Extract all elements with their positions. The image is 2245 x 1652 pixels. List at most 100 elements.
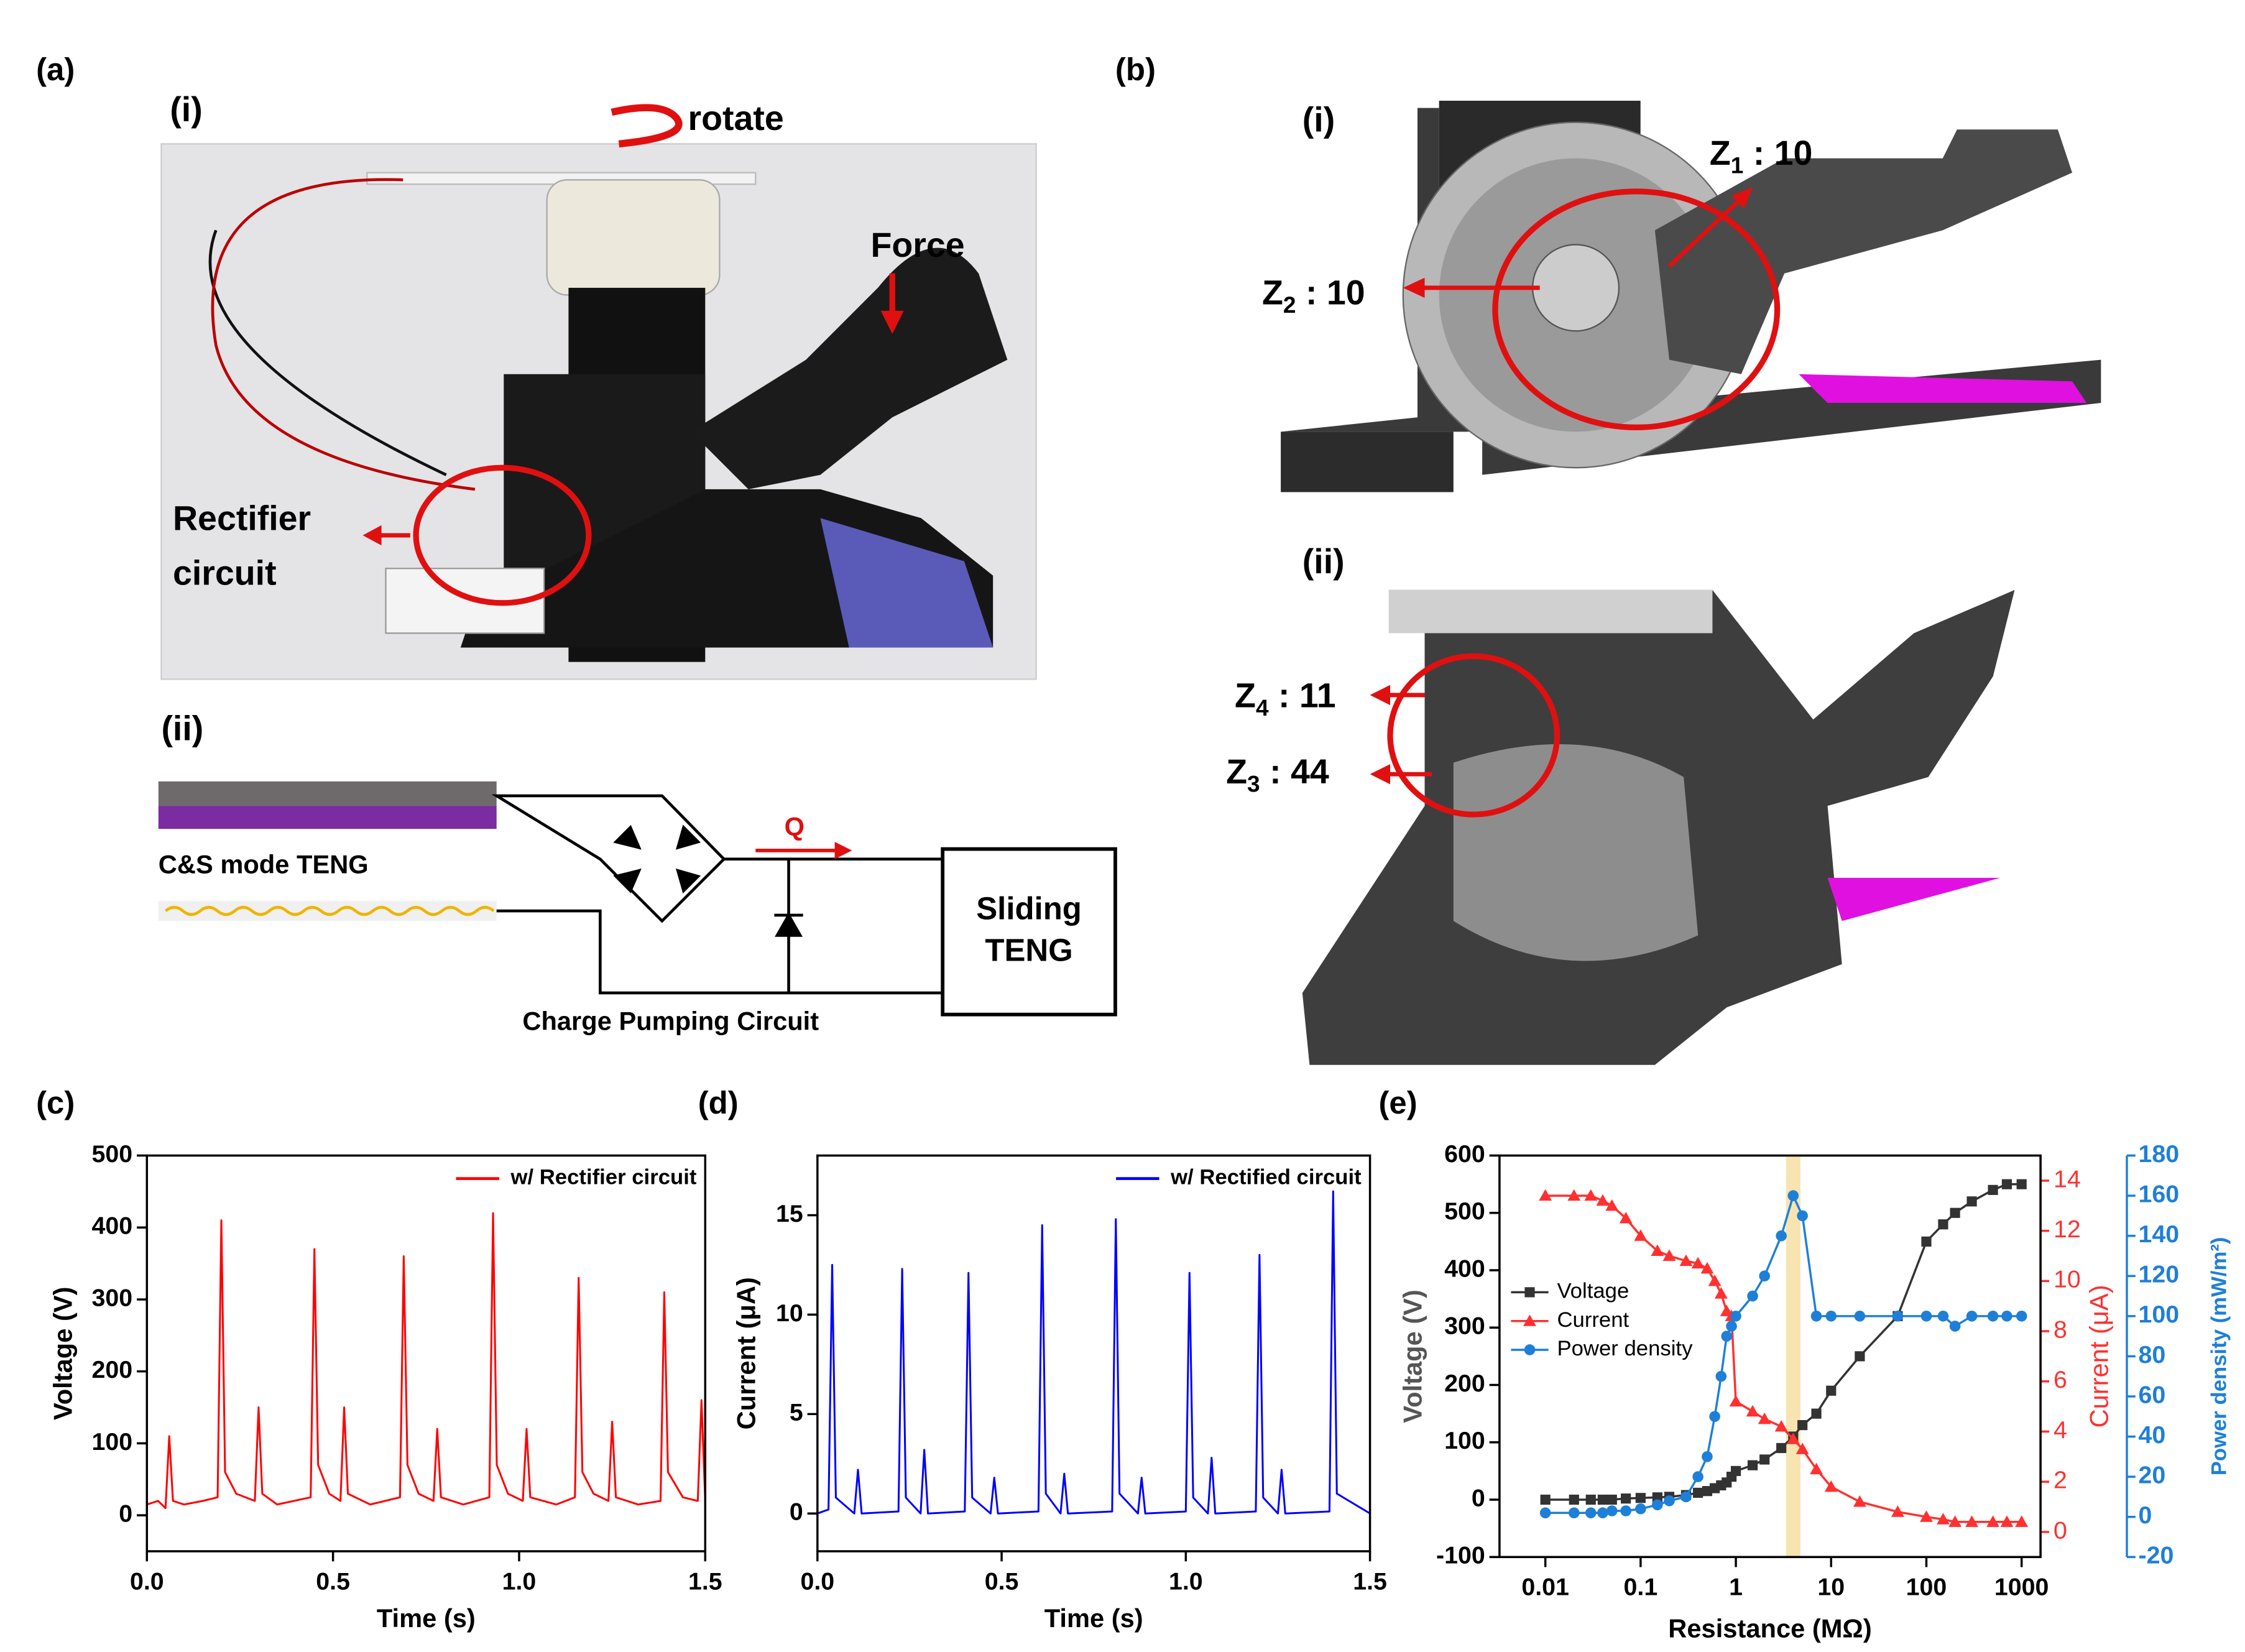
marker (1892, 1311, 1904, 1322)
gear-count: : 44 (1260, 752, 1329, 791)
annotation: TENG (985, 933, 1072, 968)
marker (1606, 1505, 1618, 1516)
marker (1758, 1412, 1771, 1424)
marker (1693, 1487, 1703, 1498)
legend-marker (1524, 1344, 1536, 1355)
y-axis-label: Current (μA) (732, 1277, 761, 1429)
plot-frame (1498, 1154, 2042, 1558)
gear-subscript: 3 (1247, 770, 1260, 796)
marker (1567, 1189, 1581, 1201)
marker (1635, 1493, 1646, 1503)
marker (1746, 1405, 1759, 1417)
gear-label: Z2 : 10 (1262, 273, 1365, 318)
gear-label: Z4 : 11 (1235, 676, 1336, 721)
gear-symbol: Z (1226, 752, 1247, 791)
x-axis-label: Resistance (MΩ) (1668, 1613, 1871, 1643)
x-tick-label: 100 (1906, 1574, 1947, 1601)
y3-tick-label: 0 (2139, 1502, 2152, 1529)
gear-symbol: Z (1235, 676, 1256, 714)
gear-subscript: 4 (1256, 694, 1269, 721)
x-axis-label: Time (s) (1044, 1604, 1143, 1633)
marker (1853, 1495, 1866, 1507)
marker (1948, 1515, 1962, 1527)
legend-label: Current (1557, 1308, 1629, 1332)
y3-axis-label: Power density (mW/m²) (2208, 1237, 2231, 1476)
marker (1585, 1494, 1596, 1505)
y3-tick-label: 160 (2139, 1180, 2180, 1207)
panel-label: (b) (1115, 52, 1156, 87)
marker (1759, 1454, 1770, 1465)
y-axis-label: Voltage (V) (1398, 1290, 1427, 1423)
marker (1966, 1196, 1977, 1207)
series-line (817, 1190, 1371, 1515)
marker (1691, 1257, 1705, 1269)
marker (1797, 1419, 1808, 1431)
x-axis-label: Time (s) (377, 1604, 476, 1633)
marker (1824, 1480, 1838, 1492)
marker (1949, 1321, 1961, 1332)
y-tick-label: 200 (92, 1356, 133, 1383)
marker (1692, 1471, 1703, 1482)
marker (1747, 1460, 1758, 1470)
legend-marker (1524, 1287, 1535, 1298)
highlight-band (1786, 1155, 1800, 1557)
x-tick-label: 1.0 (502, 1567, 537, 1595)
y3-tick-label: 60 (2139, 1381, 2166, 1408)
marker (1730, 1311, 1741, 1322)
marker (2016, 1311, 2027, 1322)
y-tick-label: 200 (1444, 1370, 1485, 1397)
y-tick-label: -100 (1436, 1542, 1485, 1569)
marker (1986, 1515, 1999, 1527)
marker (1920, 1510, 1933, 1522)
y-axis-label: Voltage (V) (48, 1287, 77, 1420)
sub-label: (i) (1302, 100, 1335, 139)
marker (2015, 1515, 2029, 1527)
marker (1540, 1494, 1551, 1505)
marker (1585, 1507, 1597, 1519)
gear-symbol: Z (1262, 273, 1283, 311)
marker (1729, 1395, 1743, 1407)
x-tick-label: 0.5 (316, 1567, 350, 1595)
render-top (1273, 93, 2101, 497)
marker (1597, 1494, 1608, 1505)
plot-frame (816, 1154, 1371, 1553)
gear-label: Z1 : 10 (1710, 134, 1813, 178)
marker (1679, 1254, 1693, 1267)
marker (1708, 1274, 1722, 1286)
gear-count: : 11 (1269, 676, 1336, 714)
marker (1988, 1184, 1998, 1195)
y-tick-label: 400 (1444, 1255, 1485, 1282)
marker (1938, 1219, 1948, 1230)
panel-label: (d) (698, 1085, 739, 1120)
x-tick-label: 0.0 (800, 1567, 834, 1595)
marker (1621, 1493, 1631, 1504)
y2-tick-label: 8 (2054, 1316, 2067, 1343)
marker (1811, 1408, 1822, 1419)
marker (1662, 1249, 1676, 1262)
marker (1826, 1385, 1837, 1396)
y-tick-label: 300 (92, 1284, 133, 1311)
annotation: Sliding (976, 891, 1082, 926)
y3-tick-label: -20 (2139, 1542, 2174, 1569)
y-tick-label: 100 (92, 1428, 133, 1456)
legend-label: Voltage (1557, 1280, 1629, 1303)
y2-tick-label: 12 (2054, 1216, 2081, 1243)
x-tick-label: 1 (1729, 1574, 1743, 1601)
y3-tick-label: 20 (2139, 1461, 2166, 1488)
legend-marker (1523, 1314, 1536, 1326)
marker (1920, 1311, 1932, 1322)
marker (1702, 1451, 1713, 1462)
marker (1605, 1199, 1619, 1211)
y2-axis-label: Current (μA) (2084, 1285, 2113, 1428)
marker (1700, 1262, 1714, 1274)
x-tick-label: 0.1 (1624, 1574, 1658, 1601)
y-tick-label: 500 (1444, 1197, 1485, 1225)
marker (1596, 1194, 1610, 1206)
marker (1569, 1494, 1579, 1505)
circuit (158, 781, 1117, 1017)
y2-tick-label: 10 (2054, 1266, 2081, 1293)
marker (1810, 1462, 1823, 1475)
marker (1709, 1411, 1720, 1423)
annotation: C&S mode TENG (159, 849, 369, 879)
